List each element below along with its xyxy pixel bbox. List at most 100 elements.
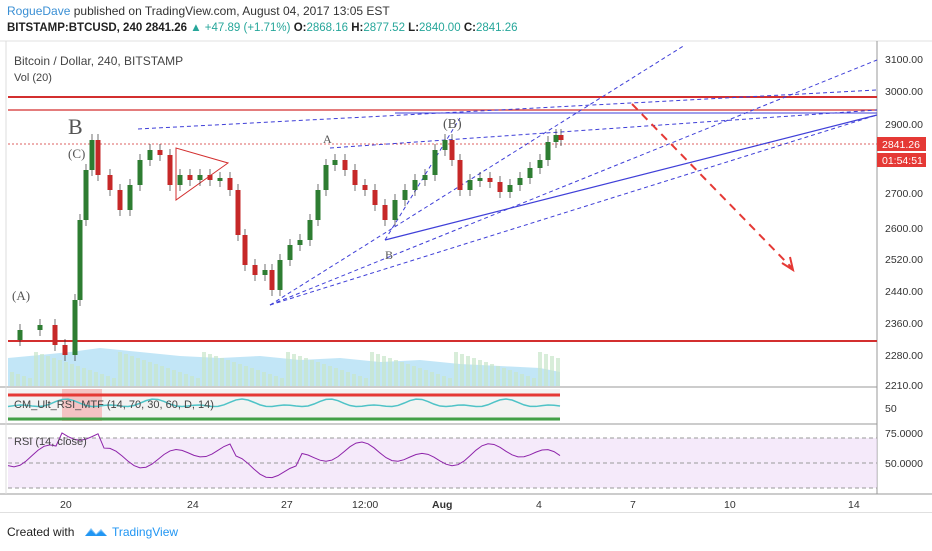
price-tick: 3000.00	[885, 86, 923, 98]
candle	[372, 190, 378, 205]
volume-bar	[448, 378, 452, 386]
volume-bar	[418, 368, 422, 386]
pennant-triangle[interactable]	[175, 147, 230, 201]
tradingview-logo-icon	[84, 525, 108, 544]
volume-bar	[298, 356, 302, 386]
author-link[interactable]: RogueDave	[7, 4, 71, 18]
candle	[137, 160, 143, 185]
tradingview-link[interactable]: TradingView	[112, 525, 179, 539]
time-tick: 10	[724, 499, 736, 511]
volume-bar	[406, 364, 410, 386]
volume-bar	[370, 352, 374, 386]
volume-bar	[250, 368, 254, 386]
volume-bar	[556, 358, 560, 386]
volume-bar	[16, 374, 20, 386]
candle	[117, 190, 123, 210]
volume-bar	[154, 364, 158, 386]
volume-bar	[454, 352, 458, 386]
time-tick: 20	[60, 499, 72, 511]
candle	[412, 180, 418, 190]
volume-bar	[274, 376, 278, 386]
candle	[467, 180, 473, 190]
volume-bar	[538, 352, 542, 386]
rsi-title: RSI (14, close)	[14, 436, 87, 448]
candle	[77, 220, 83, 300]
volume-bar	[88, 370, 92, 386]
rsi-tick: 75.0000	[885, 428, 923, 440]
timer-badge	[877, 153, 926, 167]
volume-bar	[472, 358, 476, 386]
volume-bar	[202, 352, 206, 386]
candle	[167, 155, 173, 185]
volume-bar	[130, 356, 134, 386]
volume-bar	[220, 358, 224, 386]
candle	[352, 170, 358, 185]
volume-bar	[544, 354, 548, 386]
volume-bar	[376, 354, 380, 386]
low-value: 2840.00	[419, 22, 461, 34]
candle	[332, 160, 338, 165]
candle	[307, 220, 313, 240]
volume-bar	[334, 368, 338, 386]
rsi-line	[7, 432, 561, 479]
candle	[197, 175, 203, 180]
close-label: C:	[463, 22, 476, 34]
time-tick: 14	[848, 499, 860, 511]
price-badge-text: 2841.26	[882, 139, 920, 151]
volume-bar	[160, 366, 164, 386]
volume-bar	[118, 352, 122, 386]
wave-label-a-paren: (A)	[12, 288, 30, 303]
time-tick: 24	[187, 499, 199, 511]
solid-trendline[interactable]	[384, 114, 878, 241]
volume-bar	[526, 376, 530, 386]
time-tick: 7	[630, 499, 636, 511]
dashed-trendlines[interactable]	[137, 44, 878, 306]
projection-arrow[interactable]	[631, 103, 793, 269]
price-badge	[877, 137, 926, 151]
volume-bar	[238, 364, 242, 386]
chart-canvas[interactable]: B (C) (A) A (B) B 3100.00 3000.00 2900.0…	[0, 0, 932, 512]
candle	[342, 160, 348, 170]
volume-bar	[328, 366, 332, 386]
published-text: published on TradingView.com, August 04,…	[73, 4, 390, 18]
price-tick: 2440.00	[885, 286, 923, 298]
candle	[127, 185, 133, 210]
volume-bar	[346, 372, 350, 386]
candle	[217, 178, 223, 181]
candle	[323, 165, 329, 190]
volume-bar	[280, 378, 284, 386]
volume-bar	[58, 360, 62, 386]
volume-bar	[76, 366, 80, 386]
candle	[449, 140, 455, 160]
candle	[297, 240, 303, 245]
volume-bar	[40, 354, 44, 386]
candle	[269, 270, 275, 290]
volume-bar	[310, 360, 314, 386]
candle	[83, 170, 89, 220]
volume-bars	[10, 352, 560, 386]
volume-bar	[178, 372, 182, 386]
price-tick: 3100.00	[885, 54, 923, 66]
ultrsi-line	[7, 398, 561, 408]
low-label: L:	[408, 22, 420, 34]
candle	[52, 325, 58, 345]
high-value: 2877.52	[363, 22, 405, 34]
candle	[252, 265, 258, 275]
volume-bar	[304, 358, 308, 386]
candle	[147, 150, 153, 160]
last-price: 2841.26	[145, 22, 188, 34]
time-tick: 4	[536, 499, 542, 511]
wave-label-b-small: B	[385, 248, 393, 262]
volume-bar	[322, 364, 326, 386]
chart-title: Bitcoin / Dollar, 240, BITSTAMP	[14, 54, 184, 68]
candle	[277, 260, 283, 290]
candle	[382, 205, 388, 220]
volume-bar	[94, 372, 98, 386]
volume-bar	[70, 364, 74, 386]
ultrsi-title: CM_Ult_RSI_MTF (14, 70, 30, 60, D, 14)	[14, 399, 214, 411]
volume-bar	[400, 362, 404, 386]
volume-bar	[256, 370, 260, 386]
symbol-label: BITSTAMP:BTCUSD, 240	[7, 22, 143, 34]
volume-bar	[208, 354, 212, 386]
candle	[235, 190, 241, 235]
